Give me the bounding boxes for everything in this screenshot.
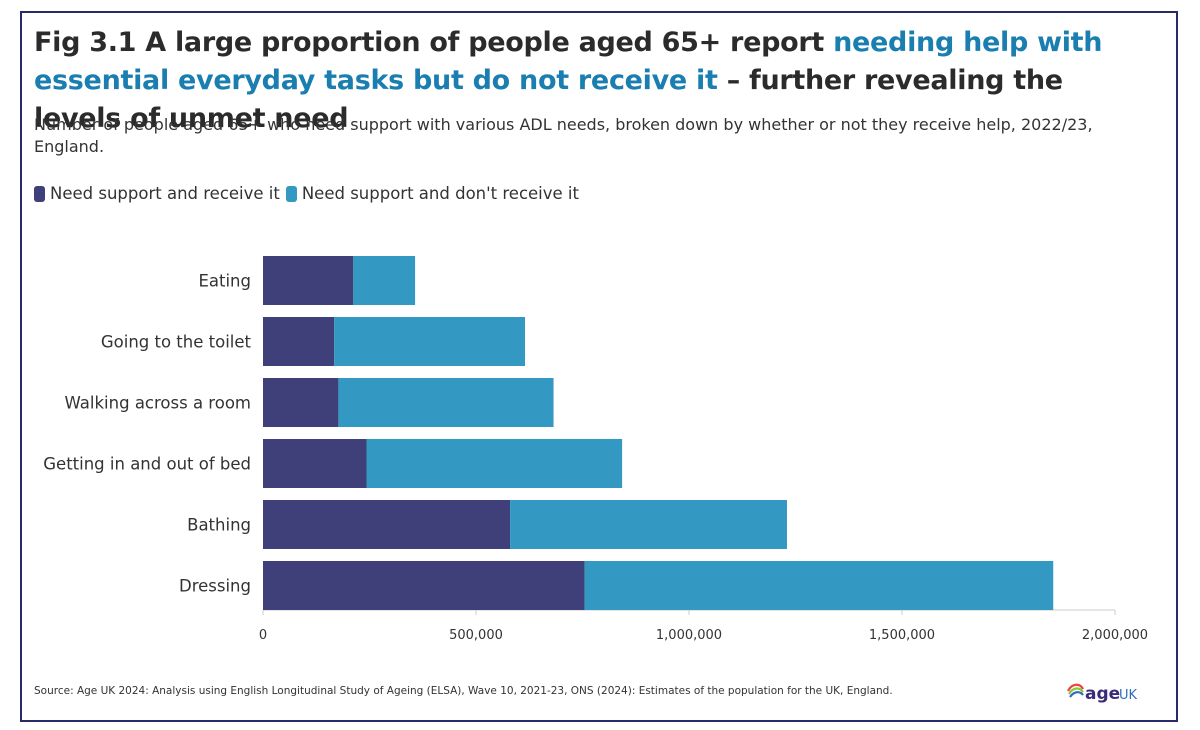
legend-label-not-receive: Need support and don't receive it [301,184,579,203]
logo-text-uk: UK [1119,688,1138,703]
bar-receive [263,378,339,427]
legend-label-receive: Need support and receive it [50,184,280,203]
bar-receive [263,439,367,488]
bar-not-receive [366,439,623,488]
title-highlight: needing help with essential everyday tas… [34,27,1103,96]
x-tick-label: 1,500,000 [869,628,935,643]
category-label: Getting in and out of bed [43,455,251,474]
x-tick-label: 1,000,000 [656,628,722,643]
chart-subtitle: Number of people aged 65+ who need suppo… [34,115,1093,156]
bar-receive [263,561,585,610]
legend-swatch-not-receive [285,185,297,202]
category-label: Walking across a room [65,394,251,413]
bar-receive [263,500,511,549]
legend-item-not-receive: Need support and don't receive it [285,184,579,203]
bar-receive [263,317,335,366]
source-note: Source: Age UK 2024: Analysis using Engl… [34,685,893,697]
x-tick-label: 500,000 [449,628,503,643]
age-uk-logo: age UK [1067,683,1138,704]
bar-receive [263,256,354,305]
title-part-1: Fig 3.1 A large proportion of people age… [34,27,834,58]
category-label: Dressing [179,577,251,596]
category-label: Eating [198,272,251,291]
bar-not-receive [584,561,1054,610]
category-label: Bathing [187,516,251,535]
logo-text-age: age [1085,684,1120,704]
chart-title: Fig 3.1 A large proportion of people age… [34,24,1144,138]
bar-not-receive [334,317,525,366]
title-part-2: – further revealing the levels of unmet … [34,65,1063,134]
bar-not-receive [510,500,787,549]
legend-item-receive: Need support and receive it [34,184,280,203]
legend-swatch-receive [34,185,45,202]
bar-not-receive [338,378,554,427]
legend: Need support and receive it Need support… [34,184,585,203]
bar-not-receive [353,256,416,305]
x-tick-label: 0 [259,628,267,643]
x-tick-label: 2,000,000 [1082,628,1148,643]
category-label: Going to the toilet [101,333,252,352]
